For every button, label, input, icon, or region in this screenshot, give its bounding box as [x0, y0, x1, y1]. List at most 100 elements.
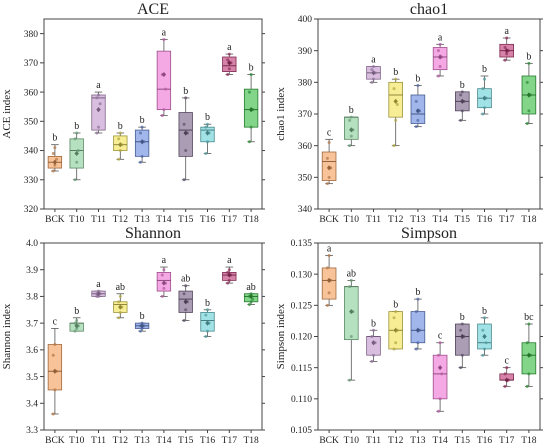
mean-marker — [326, 165, 332, 171]
box-t10: ab — [344, 268, 359, 382]
y-tick-label: 0.135 — [291, 239, 313, 249]
box-t13: b — [410, 74, 426, 129]
y-tick-label: 320 — [24, 205, 39, 215]
y-tick-label: 330 — [24, 176, 39, 186]
y-tick-label: 0.120 — [291, 333, 313, 343]
data-point — [481, 87, 485, 91]
data-point — [459, 93, 463, 97]
mean-marker — [227, 272, 232, 278]
mean-marker — [526, 92, 532, 98]
data-point — [204, 313, 208, 317]
y-tick-label: 3.8 — [26, 293, 38, 303]
box-t12: b — [388, 300, 403, 351]
data-point — [325, 266, 329, 270]
mean-marker — [526, 352, 532, 358]
data-point — [392, 316, 396, 320]
data-point — [247, 90, 251, 94]
data-point — [483, 106, 486, 110]
mean-marker — [504, 48, 509, 54]
x-tick-label: T18 — [521, 436, 537, 446]
box-t11: a — [91, 279, 106, 298]
mean-marker — [52, 368, 58, 374]
data-point — [394, 310, 398, 314]
data-point — [160, 294, 164, 298]
data-point — [160, 113, 164, 117]
data-point — [370, 359, 374, 363]
significance-letter: ab — [347, 268, 356, 279]
data-point — [527, 61, 531, 65]
mean-marker — [371, 340, 376, 346]
chart-panel-simpson: Simpson Simpson index 0.105 0.110 0.115 0.120… — [275, 225, 543, 446]
x-tick-label: T12 — [388, 436, 404, 446]
data-point — [372, 328, 375, 332]
data-point — [438, 397, 442, 401]
data-point — [348, 378, 352, 382]
data-point — [138, 329, 142, 333]
data-point — [204, 335, 208, 338]
x-tick-label: T15 — [178, 215, 194, 225]
chart-panel-shannon: Shannon Shannon index 3.3 3.4 3.5 3.6 3.7 3.8 3.… — [1, 225, 265, 446]
box-rect — [47, 344, 63, 391]
data-point — [51, 169, 55, 173]
mean-marker — [415, 327, 421, 333]
data-point — [325, 303, 329, 307]
significance-letter: a — [327, 243, 332, 254]
significance-letter: b — [460, 80, 465, 91]
mean-marker — [437, 365, 443, 371]
data-point — [416, 118, 420, 122]
x-tick-label: T10 — [69, 436, 85, 446]
plot-frame — [43, 18, 263, 210]
data-point — [75, 318, 79, 322]
significance-letter: c — [53, 316, 58, 327]
data-point — [76, 149, 80, 153]
data-point — [227, 268, 231, 272]
data-point — [184, 96, 188, 100]
data-point — [416, 341, 420, 345]
data-point — [53, 163, 57, 167]
data-point — [459, 118, 463, 122]
significance-letter: b — [74, 121, 79, 132]
significance-letter: a — [438, 32, 443, 43]
x-tick-label: T18 — [521, 215, 537, 225]
data-point — [348, 144, 352, 148]
data-point — [414, 125, 418, 129]
box-t16: b — [200, 112, 215, 155]
data-point — [118, 294, 122, 298]
y-tick-label: 370 — [298, 110, 313, 120]
data-point — [53, 146, 57, 150]
box-t14: a — [156, 27, 172, 117]
x-tick-label: T17 — [222, 215, 238, 225]
box-rect — [366, 336, 381, 356]
mean-marker — [74, 150, 79, 157]
data-point — [53, 388, 57, 392]
significance-letter: b — [393, 300, 398, 311]
data-point — [140, 326, 144, 330]
mean-marker — [139, 323, 145, 329]
data-point — [438, 341, 442, 345]
x-tick-label: T16 — [477, 436, 493, 446]
data-point — [75, 131, 79, 135]
mean-marker — [96, 291, 101, 297]
data-point — [227, 278, 231, 282]
data-point — [75, 160, 79, 164]
significance-letter: b — [460, 312, 465, 323]
box-t14: c — [432, 331, 448, 413]
y-tick-label: 0.105 — [291, 426, 313, 436]
data-point — [162, 37, 166, 41]
y-tick-label: 3.3 — [26, 426, 38, 436]
x-tick-label: T11 — [91, 215, 106, 225]
mean-marker — [248, 107, 254, 113]
data-point — [525, 341, 529, 345]
data-point — [481, 328, 485, 332]
mean-marker — [482, 95, 487, 101]
data-point — [55, 157, 59, 161]
x-tick-label: BCK — [45, 215, 65, 225]
significance-letter: a — [96, 80, 101, 91]
data-point — [503, 58, 507, 62]
significance-letter: bc — [524, 312, 534, 323]
mean-marker — [96, 107, 101, 113]
box-t13: b — [410, 287, 426, 351]
box-bck: b — [47, 133, 63, 173]
mean-marker — [52, 159, 58, 165]
